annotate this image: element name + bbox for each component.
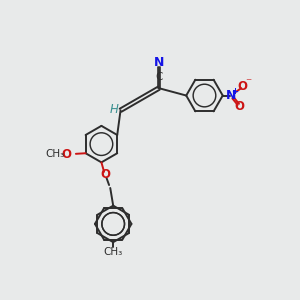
Text: O: O (238, 80, 248, 93)
Text: C: C (155, 72, 163, 82)
Text: O: O (100, 168, 110, 181)
Text: +: + (232, 87, 238, 96)
Text: N: N (154, 56, 164, 69)
Text: ⁻: ⁻ (245, 77, 251, 90)
Text: O: O (235, 100, 245, 113)
Text: CH₃: CH₃ (45, 149, 64, 159)
Text: CH₃: CH₃ (103, 248, 123, 257)
Text: H: H (110, 103, 118, 116)
Text: O: O (61, 148, 71, 161)
Text: N: N (226, 89, 236, 102)
